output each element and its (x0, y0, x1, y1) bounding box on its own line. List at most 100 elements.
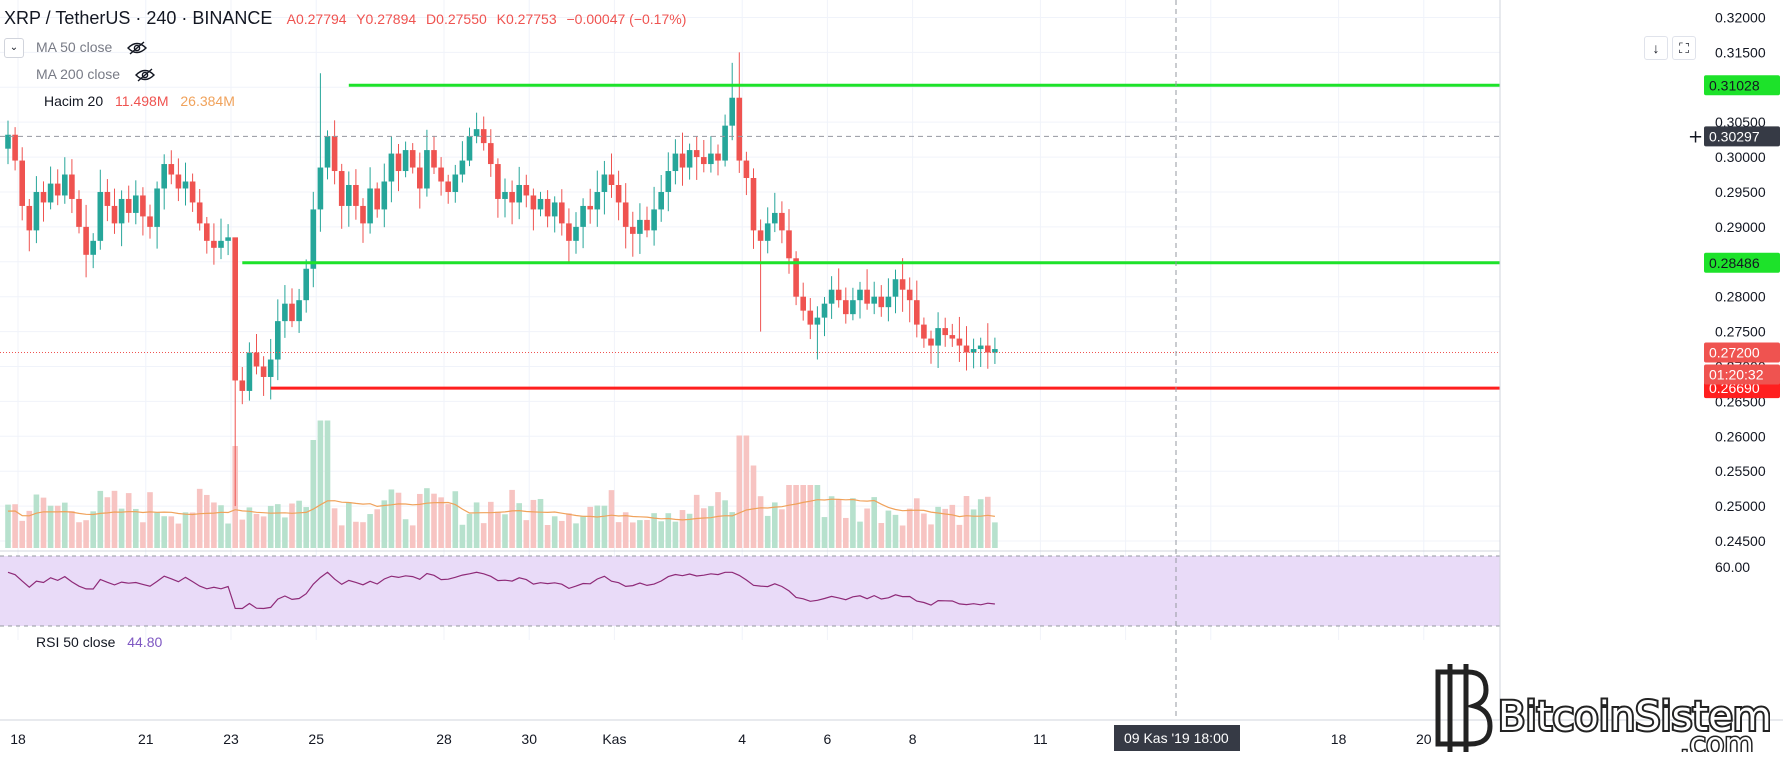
candle-body (196, 202, 203, 224)
volume-bar (346, 502, 352, 548)
eye-hidden-icon[interactable] (126, 41, 148, 55)
candle-body (935, 328, 941, 346)
volume-bar (218, 505, 224, 548)
candle-body (743, 160, 750, 179)
volume-bar (594, 505, 601, 548)
crosshair-time-badge-bg (1114, 725, 1240, 751)
volume-bar (338, 525, 345, 548)
candle-body (360, 205, 366, 224)
candle-body (97, 191, 104, 241)
candle-body (736, 97, 743, 161)
volume-bar (402, 519, 409, 548)
ma50-label: MA 50 close (36, 39, 113, 55)
volume-bar (743, 435, 750, 548)
volume-bar (97, 490, 104, 548)
volume-bar (963, 496, 970, 548)
time-tick-label: 25 (308, 731, 324, 747)
candle-body (686, 150, 693, 168)
volume-bar (267, 505, 274, 548)
volume-bar (615, 522, 622, 548)
candle-body (985, 345, 991, 353)
candle-body (977, 345, 984, 350)
volume-bar (871, 497, 877, 548)
price-tick-label: 0.29000 (1715, 219, 1766, 235)
candle-body (786, 230, 792, 259)
candle-body (622, 202, 629, 227)
volume-bar (310, 440, 317, 548)
volume-bar (331, 508, 338, 548)
volume-bar (970, 509, 977, 548)
volume-bar (793, 485, 799, 548)
volume-bar (736, 435, 743, 548)
volume-bar (828, 496, 835, 548)
candle-body (133, 195, 139, 213)
volume-bar (899, 525, 906, 548)
candle-body (928, 338, 934, 346)
volume-bar (353, 521, 359, 548)
volume-bar (587, 506, 593, 548)
rsi-value: 44.80 (127, 634, 163, 650)
candle-body (409, 150, 416, 168)
volume-bar (530, 499, 537, 548)
collapse-legend-button[interactable]: ⌄ (4, 38, 24, 58)
candle-body (303, 268, 309, 301)
symbol-title[interactable]: XRP / TetherUS · 240 · BINANCE (4, 8, 273, 28)
time-tick-label: 6 (824, 731, 832, 747)
volume-bar (104, 497, 111, 548)
volume-bar (821, 517, 828, 548)
price-tick-label: 0.30500 (1715, 114, 1766, 130)
ma50-legend[interactable]: MA 50 close (36, 39, 148, 55)
change-value: −0.00047 (−0.17%) (566, 11, 687, 27)
candle-body (530, 195, 537, 210)
time-tick-label: 8 (909, 731, 917, 747)
volume-bar (253, 513, 260, 548)
ma200-legend[interactable]: MA 200 close (36, 66, 156, 82)
volume-bar (324, 420, 331, 548)
volume-bar (168, 516, 175, 548)
volume-bar (12, 504, 18, 548)
candle-body (892, 279, 899, 297)
volume-bar (928, 524, 934, 548)
candle-body (992, 349, 998, 353)
candle-body (260, 366, 267, 377)
volume-legend[interactable]: Hacim 20 11.498M 26.384M (36, 93, 235, 109)
volume-bar (317, 420, 324, 548)
volume-bar (275, 504, 281, 548)
candle-body (544, 198, 551, 217)
volume-bar (693, 494, 700, 548)
candle-body (601, 174, 608, 192)
candle-body (715, 153, 721, 161)
price-tick-label: 0.26000 (1715, 428, 1766, 444)
volume-bar (473, 502, 480, 548)
candle-body (473, 129, 480, 137)
crosshair-plus-icon: + (1688, 126, 1703, 147)
crosshair-time-badge: 09 Kas '19 18:00 (1124, 730, 1229, 746)
candle-body (431, 150, 437, 168)
volume-bar (480, 523, 487, 548)
volume-bar (679, 510, 686, 548)
candle-body (651, 209, 657, 231)
volume-bar (935, 506, 941, 548)
volume-bar (5, 504, 11, 548)
crosshair-price-badge-bg (1704, 126, 1780, 147)
last-price-badge: 0.27200 (1709, 345, 1760, 361)
candle-body (701, 157, 707, 165)
rsi-legend[interactable]: RSI 50 close 44.80 (36, 634, 162, 650)
volume-bar (33, 494, 40, 548)
volume-bar (76, 522, 82, 548)
candle-body (871, 296, 877, 304)
eye-hidden-icon[interactable] (134, 68, 156, 82)
candle-body (289, 303, 295, 322)
candle-body (843, 300, 849, 315)
candle-body (779, 212, 785, 231)
candle-body (963, 345, 970, 353)
candle-body (218, 240, 224, 248)
candle-body (914, 300, 920, 325)
fullscreen-button[interactable]: ⛶ (1672, 36, 1696, 60)
scroll-down-button[interactable]: ↓ (1644, 36, 1668, 60)
volume-bar (125, 493, 132, 548)
time-tick-label: 18 (10, 731, 26, 747)
candle-body (516, 184, 522, 203)
